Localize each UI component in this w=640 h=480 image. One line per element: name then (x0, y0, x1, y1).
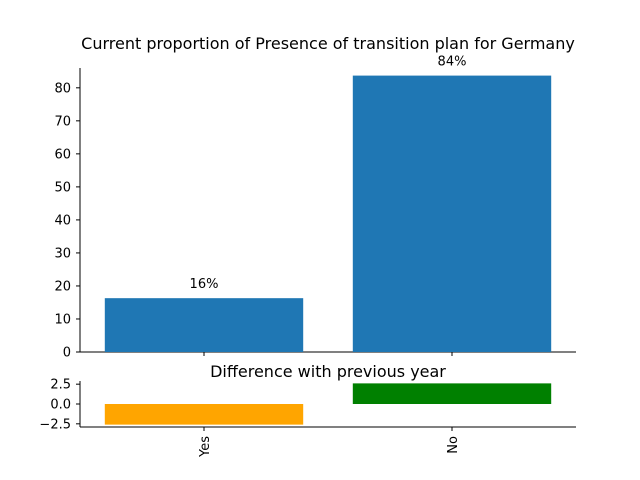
top-y-tick-label: 10 (54, 312, 71, 327)
top-bar-no (352, 75, 552, 353)
top-y-tick-label: 70 (54, 114, 71, 129)
top-y-tick-label: 40 (54, 213, 71, 228)
bottom-y-tick-label: 2.5 (50, 378, 71, 393)
bottom-x-tick-label: Yes (198, 436, 213, 458)
bottom-y-tick-label: −2.5 (39, 417, 71, 432)
bottom-chart-title: Difference with previous year (210, 362, 446, 381)
top-plot-area: 0 10 20 30 40 50 60 70 80 16% 84% (54, 55, 576, 361)
bottom-bar-yes (104, 404, 304, 425)
bottom-bar-no (352, 383, 552, 404)
top-y-tick-label: 20 (54, 279, 71, 294)
top-bar-data-label: 16% (190, 277, 219, 292)
bottom-y-tick-label: 0.0 (50, 398, 71, 413)
top-chart-title: Current proportion of Presence of transi… (81, 34, 575, 53)
top-y-tick-label: 80 (54, 81, 71, 96)
bottom-plot-area: −2.5 0.0 2.5 Yes No (39, 378, 576, 458)
top-y-tick-label: 0 (63, 346, 71, 361)
top-y-tick-label: 60 (54, 147, 71, 162)
top-y-tick-label: 30 (54, 246, 71, 261)
top-bar-data-label: 84% (438, 55, 467, 70)
bottom-x-tick-label: No (446, 436, 461, 454)
top-y-tick-label: 50 (54, 180, 71, 195)
top-bar-yes (104, 298, 304, 352)
